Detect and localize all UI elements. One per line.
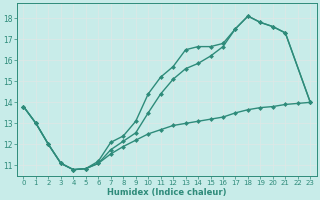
X-axis label: Humidex (Indice chaleur): Humidex (Indice chaleur)	[107, 188, 227, 197]
